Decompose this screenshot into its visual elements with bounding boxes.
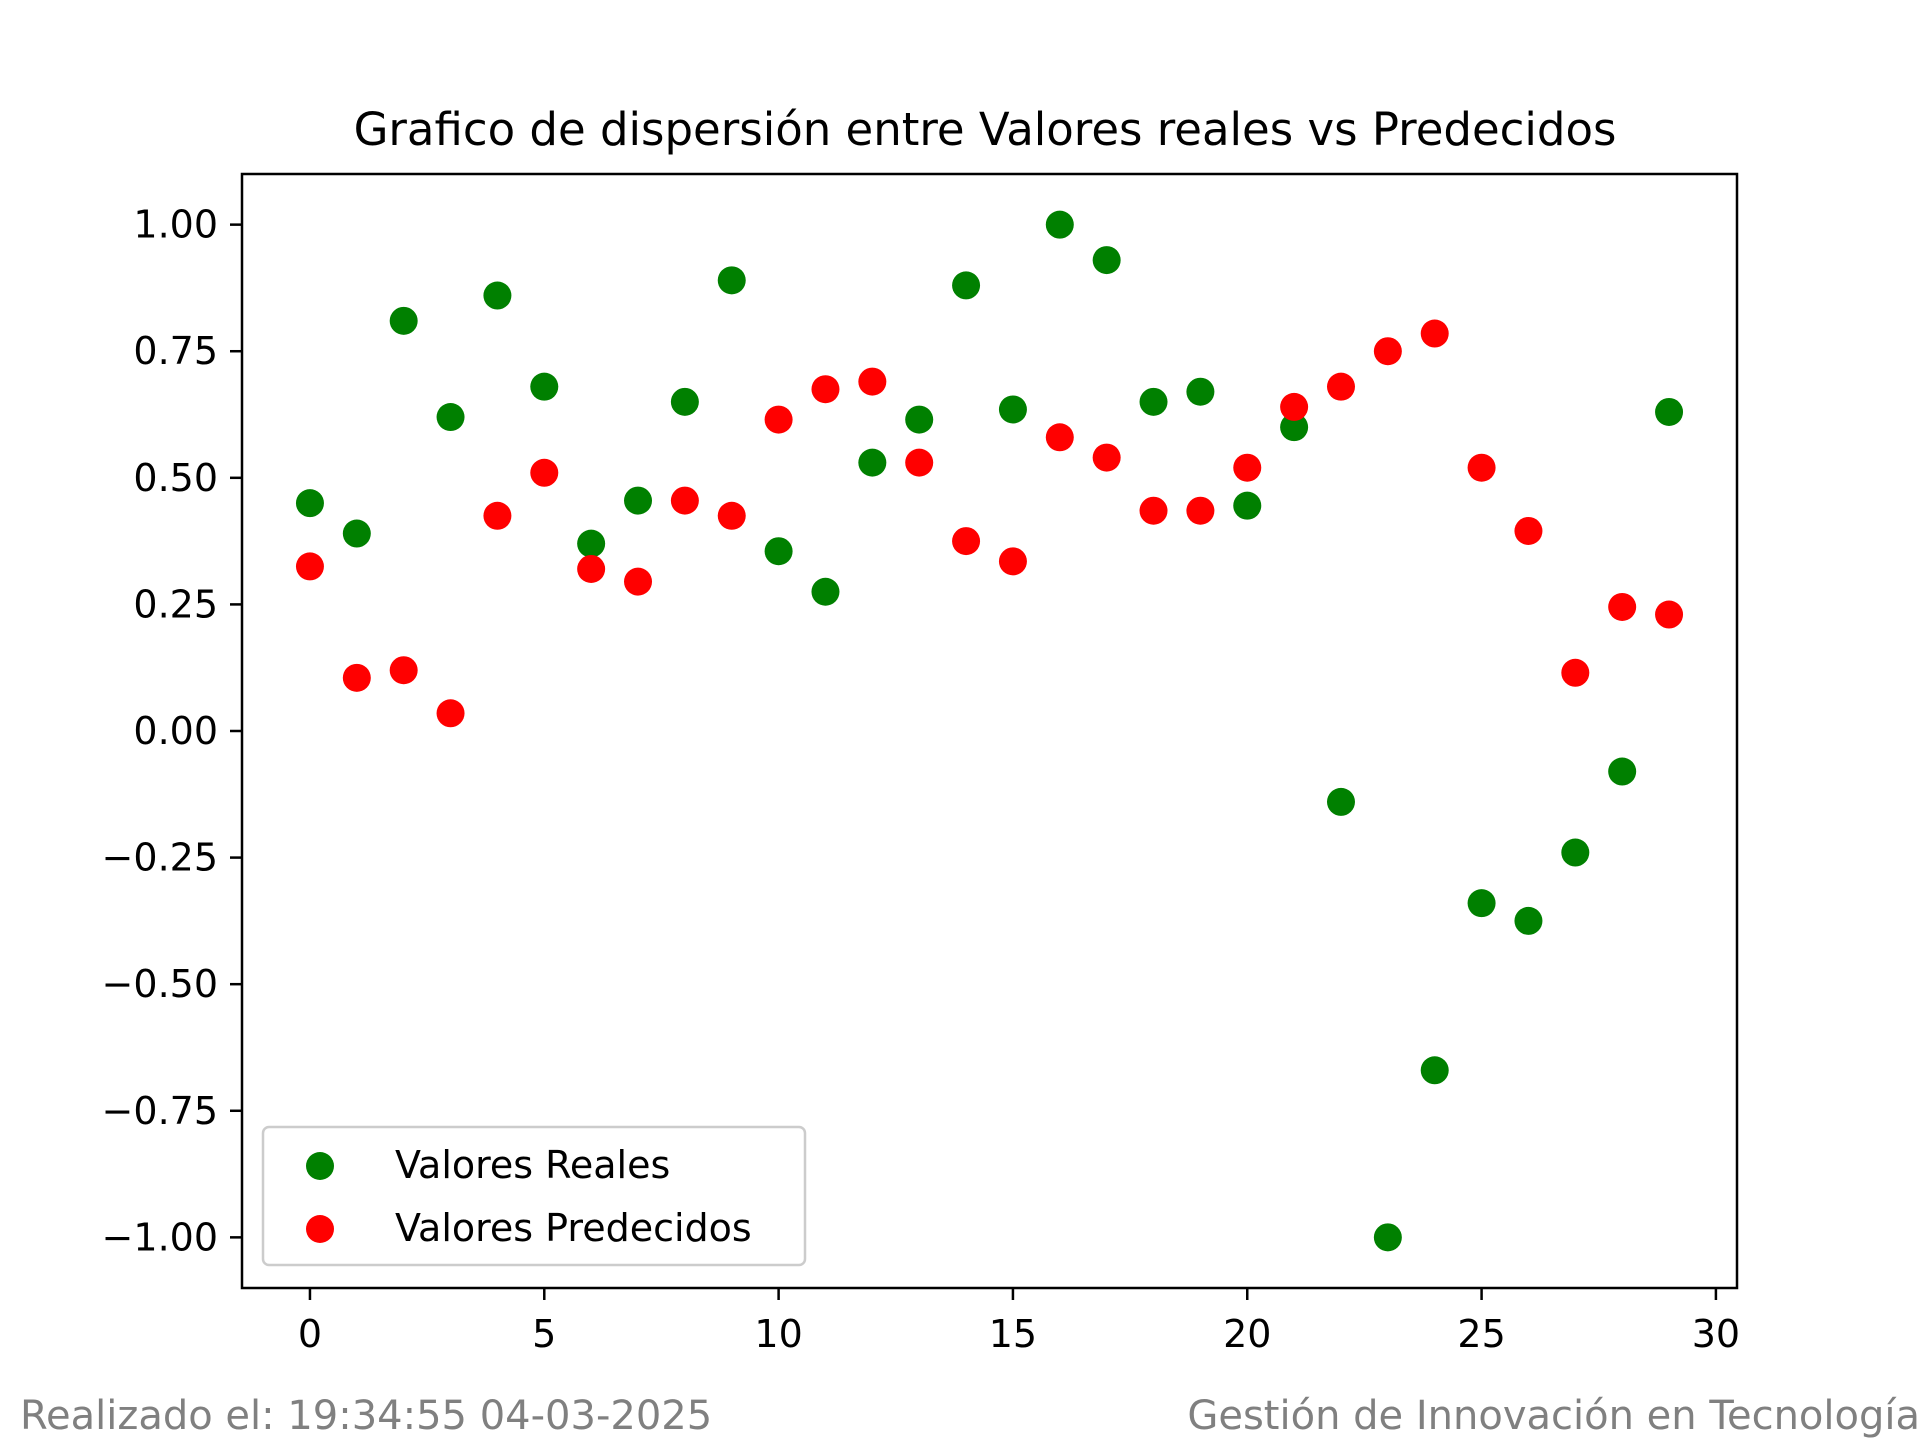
point-predecidos-19 [1186,496,1215,525]
x-tick-label: 10 [754,1312,802,1356]
point-predecidos-8 [670,486,699,515]
point-reales-3 [436,403,465,432]
point-predecidos-20 [1233,453,1262,482]
point-reales-23 [1373,1223,1402,1252]
point-predecidos-10 [764,405,793,434]
point-reales-21 [1280,413,1309,442]
point-predecidos-3 [436,699,465,728]
point-predecidos-14 [952,527,981,556]
point-predecidos-12 [858,367,887,396]
y-tick-label: −0.50 [102,962,218,1006]
point-reales-24 [1420,1056,1449,1085]
y-tick-label: 0.00 [133,709,218,753]
point-reales-9 [717,266,746,295]
point-reales-2 [389,306,418,335]
point-predecidos-21 [1280,392,1309,421]
point-reales-4 [483,281,512,310]
point-reales-22 [1326,787,1355,816]
legend-marker-reales [306,1152,334,1180]
point-predecidos-25 [1467,453,1496,482]
x-tick-label: 0 [298,1312,322,1356]
point-reales-0 [295,489,324,518]
point-predecidos-24 [1420,319,1449,348]
y-tick-label: −1.00 [102,1215,218,1259]
point-reales-18 [1139,387,1168,416]
point-reales-11 [811,577,840,606]
point-reales-5 [530,372,559,401]
point-reales-12 [858,448,887,477]
point-reales-25 [1467,889,1496,918]
point-predecidos-5 [530,458,559,487]
legend-box [261,1125,807,1267]
point-reales-6 [577,529,606,558]
point-reales-26 [1514,906,1543,935]
y-tick-label: −0.75 [102,1089,218,1133]
y-tick-label: 1.00 [133,203,218,247]
point-predecidos-17 [1092,443,1121,472]
plot-frame [240,172,1739,1290]
y-tick-label: 0.25 [133,582,218,626]
footer-organization: Gestión de Innovación en Tecnología [1187,1393,1920,1439]
x-axis: 0 5 10 15 20 25 30 [298,1288,1740,1356]
point-reales-19 [1186,377,1215,406]
point-predecidos-26 [1514,516,1543,545]
point-reales-8 [670,387,699,416]
legend-label-predecidos: Valores Predecidos [395,1206,752,1250]
legend-marker-predecidos [306,1215,334,1243]
point-predecidos-2 [389,656,418,685]
x-tick-label: 30 [1692,1312,1740,1356]
point-reales-15 [998,395,1027,424]
point-reales-1 [342,519,371,548]
point-predecidos-28 [1608,592,1637,621]
x-tick-label: 5 [532,1312,556,1356]
point-predecidos-27 [1561,658,1590,687]
y-tick-label: −0.25 [102,836,218,880]
point-predecidos-6 [577,554,606,583]
x-tick-label: 20 [1223,1312,1271,1356]
point-predecidos-15 [998,547,1027,576]
legend-label-reales: Valores Reales [395,1143,670,1187]
point-predecidos-23 [1373,337,1402,366]
point-predecidos-18 [1139,496,1168,525]
point-predecidos-16 [1045,423,1074,452]
point-reales-20 [1233,491,1262,520]
point-reales-14 [952,271,981,300]
point-predecidos-0 [295,552,324,581]
point-reales-10 [764,537,793,566]
point-reales-13 [905,405,934,434]
point-predecidos-4 [483,501,512,530]
point-reales-28 [1608,757,1637,786]
point-predecidos-29 [1655,600,1684,629]
y-tick-label: 0.75 [133,329,218,373]
point-reales-17 [1092,246,1121,275]
point-predecidos-9 [717,501,746,530]
data-points [295,210,1684,1252]
footer-timestamp: Realizado el: 19:34:55 04-03-2025 [20,1393,713,1439]
x-tick-label: 25 [1457,1312,1505,1356]
point-predecidos-11 [811,375,840,404]
point-reales-29 [1655,397,1684,426]
x-tick-label: 15 [989,1312,1037,1356]
point-reales-16 [1045,210,1074,239]
legend: Valores Reales Valores Predecidos [261,1125,807,1267]
chart-title: Grafico de dispersión entre Valores real… [354,103,1617,156]
point-predecidos-1 [342,663,371,692]
point-reales-27 [1561,838,1590,867]
point-predecidos-13 [905,448,934,477]
point-reales-7 [624,486,653,515]
y-axis: 1.00 0.75 0.50 0.25 0.00 −0.25 −0.50 −0.75 −1.00 [102,203,242,1259]
point-predecidos-22 [1326,372,1355,401]
point-predecidos-7 [624,567,653,596]
y-tick-label: 0.50 [133,456,218,500]
